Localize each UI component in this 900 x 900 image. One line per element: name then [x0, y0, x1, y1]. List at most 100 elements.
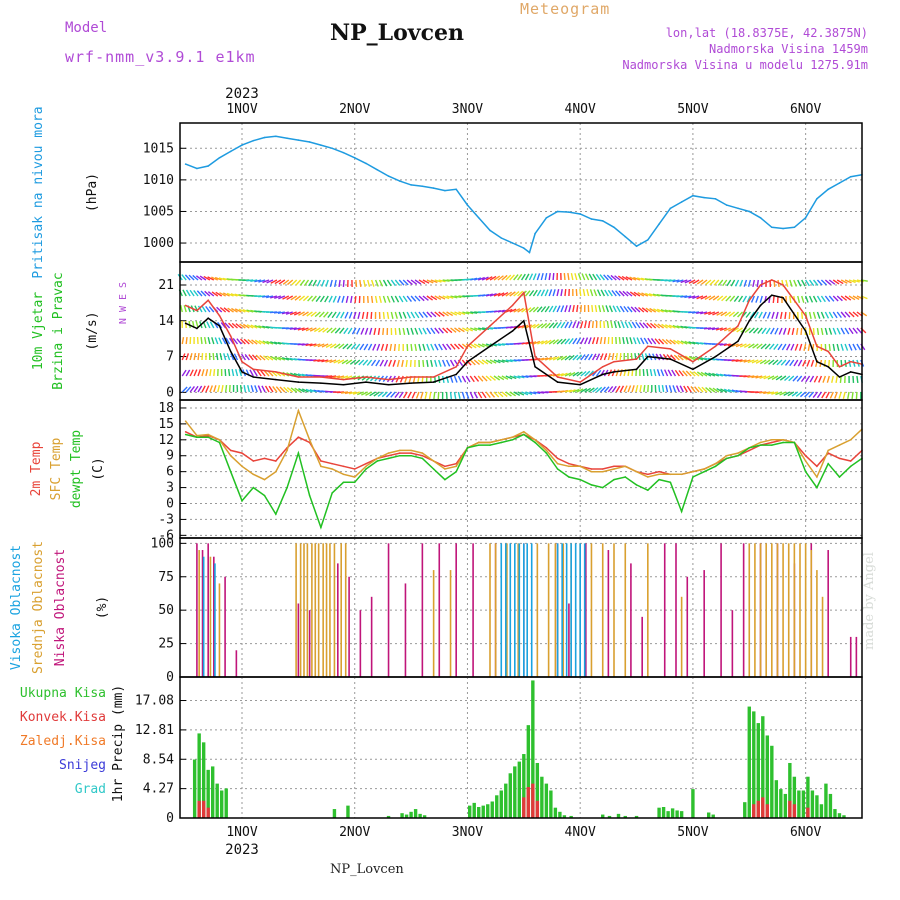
wind-arrow: [584, 387, 592, 393]
wind-arrow: [236, 338, 242, 345]
wind-arrow: [309, 389, 317, 393]
wind-arrow: [779, 375, 787, 381]
wind-arrow: [247, 339, 254, 345]
data-point-wind_speed: [748, 319, 751, 322]
data-point-pressure: [207, 165, 209, 167]
bar-total_precip: [706, 812, 711, 818]
data-point-gust: [556, 376, 559, 378]
y-tick-label: 0: [166, 811, 174, 826]
y-tick-label: 8.54: [143, 752, 174, 767]
bar-total_precip: [801, 790, 806, 818]
data-point-dewpt: [658, 478, 660, 481]
wind-arrow: [402, 279, 409, 286]
wind-arrow: [449, 391, 453, 400]
data-point-dewpt: [466, 446, 469, 449]
wind-arrow: [708, 295, 716, 301]
wind-arrow: [374, 279, 379, 287]
wind-arrow: [201, 385, 206, 393]
bar-low_cloud: [297, 603, 300, 677]
wind-arrow: [664, 279, 672, 282]
wind-arrow: [442, 359, 446, 367]
wind-arrow: [184, 320, 187, 329]
wind-arrow: [544, 289, 549, 297]
wind-arrow: [700, 295, 708, 300]
wind-arrow: [548, 356, 556, 361]
wind-arrow: [278, 356, 286, 361]
data-point-gust: [759, 284, 762, 286]
wind-arrow: [636, 277, 645, 281]
data-point-pressure: [624, 235, 627, 238]
ylabel-unit: (m/s): [85, 311, 100, 350]
bar-total_precip: [490, 801, 494, 818]
wind-arrow: [591, 353, 597, 361]
wind-arrow: [319, 295, 325, 303]
wind-arrow: [720, 311, 728, 317]
wind-arrow: [684, 295, 692, 299]
wind-arrow: [615, 352, 618, 361]
wind-arrow: [784, 311, 787, 320]
product-label: Meteogram: [520, 0, 611, 18]
wind-arrow: [812, 311, 817, 319]
wind-arrow: [449, 375, 454, 383]
data-point-dewpt: [816, 486, 818, 489]
wind-arrow: [537, 391, 545, 394]
wind-arrow: [329, 343, 337, 349]
wind-arrow: [207, 276, 215, 281]
wind-arrow: [221, 337, 227, 345]
bar-high_cloud: [565, 543, 568, 677]
bar-low_cloud: [421, 543, 424, 677]
data-point-sfc_temp: [680, 473, 683, 476]
wind-arrow: [795, 327, 799, 336]
wind-arrow: [328, 295, 333, 303]
data-point-gust: [771, 279, 773, 281]
wind-arrow: [768, 343, 775, 350]
wind-arrow: [556, 305, 561, 313]
wind-arrow: [196, 290, 203, 297]
wind-arrow: [215, 352, 219, 361]
bar-low_cloud: [370, 596, 373, 677]
wind-arrow: [240, 353, 246, 361]
wind-arrow: [332, 295, 337, 303]
bar-total_precip: [215, 783, 219, 818]
wind-arrow: [586, 289, 590, 297]
wind-arrow: [370, 311, 373, 320]
wind-arrow: [293, 372, 301, 377]
bar-total_precip: [422, 815, 427, 818]
wind-arrow: [789, 359, 795, 367]
wind-arrow: [760, 279, 763, 288]
wind-arrow: [325, 343, 333, 349]
bar-high_cloud: [574, 543, 577, 677]
wind-arrow: [708, 372, 716, 377]
data-point-dewpt: [229, 470, 232, 473]
wind-arrow: [673, 354, 680, 361]
wind-arrow: [461, 391, 466, 399]
bar-conv_precip: [206, 807, 210, 818]
data-point-sfc_temp: [635, 470, 638, 473]
wind-arrow: [426, 295, 433, 301]
wind-arrow: [489, 375, 496, 381]
wind-arrow: [505, 375, 513, 380]
wind-arrow: [410, 311, 416, 319]
wind-arrow: [248, 354, 254, 361]
wind-arrow: [470, 327, 478, 332]
wind-arrow: [816, 327, 820, 336]
wind-arrow: [290, 295, 298, 301]
wind-arrow: [664, 324, 672, 329]
wind-arrow: [809, 279, 815, 287]
wind-arrow: [665, 385, 669, 393]
bar-low_cloud: [224, 576, 226, 677]
wind-arrow: [193, 352, 197, 361]
data-point-sfc_temp: [196, 434, 198, 437]
wind-arrow: [385, 391, 392, 398]
bar-total_precip: [513, 766, 517, 818]
data-point-pressure: [556, 210, 559, 213]
bar-total_precip: [477, 806, 481, 818]
data-point-pressure: [308, 141, 311, 143]
wind-arrow: [704, 295, 712, 301]
wind-arrow: [352, 391, 361, 395]
data-point-wind_speed: [207, 317, 209, 320]
data-point-gust: [241, 360, 243, 363]
wind-arrow: [625, 276, 633, 281]
data-point-temp2m: [816, 465, 818, 468]
wind-arrow: [728, 327, 735, 332]
